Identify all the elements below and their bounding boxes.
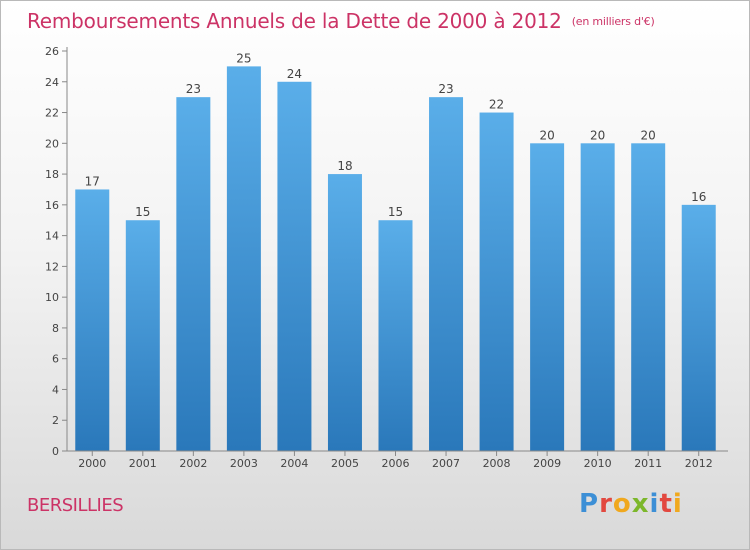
bar-2006 <box>378 220 413 451</box>
y-tick-label: 16 <box>45 199 59 212</box>
value-label-2007: 23 <box>438 82 453 96</box>
x-axis: 2000 2001 2002 2003 2004 2005 2006 2007 2008 2009… <box>67 450 728 470</box>
value-label-2000: 17 <box>85 174 100 188</box>
chart-title: Remboursements Annuels de la Dette de 20… <box>27 9 655 33</box>
bars: 17 15 23 25 24 18 15 23 22 20 20 20 16 <box>75 51 716 452</box>
y-tick-label: 0 <box>52 445 59 458</box>
x-tick-label-2012: 2012 <box>685 457 713 470</box>
value-label-2001: 15 <box>135 205 150 219</box>
x-tick-label-2007: 2007 <box>432 457 460 470</box>
value-label-2009: 20 <box>539 128 554 142</box>
chart-title-text: Remboursements Annuels de la Dette de 20… <box>27 9 562 33</box>
bar-2002 <box>176 97 211 452</box>
y-tick-label: 24 <box>45 76 59 89</box>
value-label-2004: 24 <box>287 67 302 81</box>
x-tick-label-2010: 2010 <box>584 457 612 470</box>
bar-2001 <box>125 220 160 451</box>
value-label-2002: 23 <box>186 82 201 96</box>
x-tick-label-2000: 2000 <box>78 457 106 470</box>
x-tick-label-2011: 2011 <box>634 457 662 470</box>
x-tick-label-2006: 2006 <box>382 457 410 470</box>
proxiti-logo: Proxiti <box>579 489 683 519</box>
y-tick-label: 14 <box>45 230 59 243</box>
value-label-2006: 15 <box>388 205 403 219</box>
y-tick-label: 22 <box>45 107 59 120</box>
bar-2007 <box>429 97 464 452</box>
value-label-2005: 18 <box>337 159 352 173</box>
bar-2012 <box>681 204 716 451</box>
y-tick-label: 26 <box>45 45 59 58</box>
y-tick-label: 8 <box>52 322 59 335</box>
x-tick-label-2004: 2004 <box>280 457 308 470</box>
x-tick-label-2003: 2003 <box>230 457 258 470</box>
bar-2009 <box>530 143 565 452</box>
value-label-2011: 20 <box>641 128 656 142</box>
bar-2010 <box>580 143 615 452</box>
y-tick-label: 12 <box>45 260 59 273</box>
x-tick-label-2008: 2008 <box>483 457 511 470</box>
bar-2003 <box>226 66 261 451</box>
bar-2011 <box>631 143 666 452</box>
y-tick-label: 18 <box>45 168 59 181</box>
x-tick-label-2005: 2005 <box>331 457 359 470</box>
bar-2000 <box>75 189 110 451</box>
value-label-2008: 22 <box>489 98 504 112</box>
value-label-2012: 16 <box>691 190 706 204</box>
y-tick-label: 6 <box>52 353 59 366</box>
y-tick-label: 4 <box>52 383 59 396</box>
x-tick-label-2009: 2009 <box>533 457 561 470</box>
y-tick-label: 20 <box>45 137 59 150</box>
bar-2008 <box>479 112 514 452</box>
commune-name: BERSILLIES <box>27 495 124 516</box>
x-tick-label-2002: 2002 <box>179 457 207 470</box>
y-tick-label: 2 <box>52 414 59 427</box>
value-label-2010: 20 <box>590 128 605 142</box>
value-label-2003: 25 <box>236 51 251 65</box>
bar-2004 <box>277 81 312 452</box>
chart-unit: (en milliers d'€) <box>571 15 655 28</box>
y-tick-label: 10 <box>45 291 59 304</box>
x-tick-label-2001: 2001 <box>129 457 157 470</box>
bar-2005 <box>327 174 362 452</box>
